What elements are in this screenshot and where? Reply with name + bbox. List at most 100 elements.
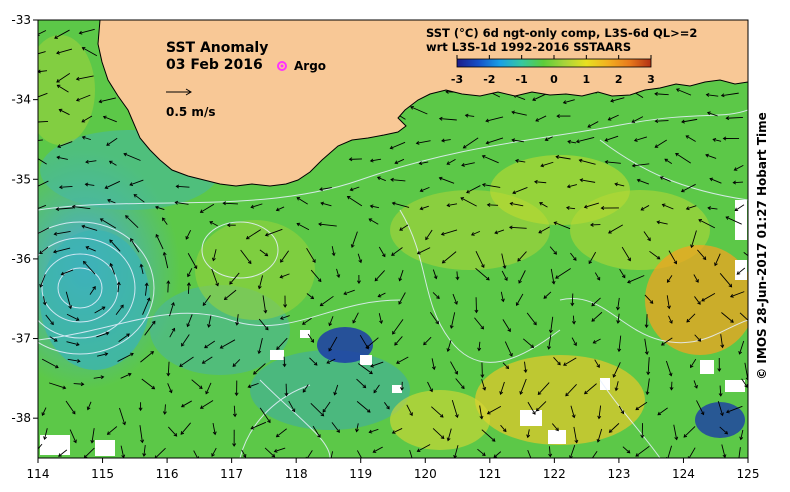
current-arrow [486, 202, 499, 207]
current-arrow [373, 384, 380, 394]
current-arrow [368, 428, 379, 434]
current-arrow [245, 229, 261, 240]
current-arrow [211, 249, 217, 262]
current-arrow [636, 178, 650, 185]
current-arrow [162, 251, 169, 269]
current-arrow [429, 311, 439, 325]
lon-tick-label: 121 [478, 467, 501, 481]
current-arrow [709, 177, 722, 184]
colorbar-ticks: -3 -2 -1 0 1 2 3 [451, 55, 655, 86]
current-arrow [310, 402, 325, 417]
current-arrow [98, 97, 116, 104]
current-arrow [481, 154, 499, 164]
current-arrow [461, 162, 475, 167]
current-arrow [306, 293, 315, 300]
current-arrow [357, 363, 373, 375]
current-arrow [477, 448, 486, 456]
current-arrow [500, 291, 505, 303]
colorbar-tick-label: 2 [615, 73, 623, 86]
current-arrow [739, 429, 744, 441]
current-arrow [697, 249, 707, 261]
current-arrow [556, 114, 571, 119]
current-arrow [302, 317, 312, 325]
current-arrow [202, 295, 211, 307]
current-arrow [569, 444, 576, 458]
current-arrow [440, 229, 458, 236]
current-arrow [259, 249, 269, 257]
current-arrow [570, 252, 577, 261]
current-arrow [508, 225, 527, 230]
current-arrow [38, 227, 50, 234]
current-arrow [65, 400, 76, 415]
current-arrow [548, 446, 553, 458]
lat-tick-label: -36 [11, 252, 31, 266]
current-arrow [509, 201, 524, 207]
current-arrow [616, 297, 620, 311]
current-arrow [550, 268, 556, 285]
current-arrow [390, 177, 406, 182]
current-arrow [485, 116, 504, 123]
current-arrow [318, 222, 337, 227]
current-arrow [118, 333, 130, 343]
current-arrow [600, 206, 619, 211]
current-arrow [608, 423, 620, 433]
current-arrow [175, 184, 190, 189]
current-arrow [654, 91, 669, 96]
lon-tick-label: 125 [737, 467, 760, 481]
current-arrow [106, 137, 118, 146]
current-arrow [333, 384, 339, 396]
current-arrow [539, 202, 548, 208]
current-arrow [635, 445, 650, 457]
current-arrow [719, 426, 729, 435]
current-arrow [250, 203, 263, 209]
current-arrow [38, 204, 47, 210]
current-arrow [527, 401, 536, 415]
current-arrow [52, 247, 71, 254]
current-arrow [116, 281, 121, 293]
current-arrow [209, 221, 218, 227]
current-arrow [349, 186, 360, 192]
current-arrow [543, 291, 552, 299]
current-arrow [65, 291, 73, 310]
current-arrow [579, 178, 596, 183]
lon-tick-label: 116 [156, 467, 179, 481]
argo-float-marker[interactable] [277, 61, 287, 71]
current-arrow [616, 313, 621, 324]
current-arrow [501, 270, 508, 281]
current-arrow [551, 423, 559, 432]
current-arrow [455, 378, 465, 390]
current-arrow [89, 286, 96, 295]
current-arrow [66, 313, 80, 321]
current-arrow [614, 182, 625, 187]
current-arrow [232, 405, 237, 418]
current-arrow [275, 206, 285, 212]
colorbar-bar [456, 58, 652, 68]
current-arrow [714, 253, 721, 267]
current-arrow [722, 136, 740, 141]
current-arrow [441, 251, 457, 264]
current-arrow [201, 356, 213, 364]
current-arrow [610, 97, 625, 103]
current-arrow [56, 72, 71, 83]
current-arrow [553, 221, 571, 230]
current-arrow [502, 319, 511, 333]
current-arrow [526, 312, 537, 326]
current-arrow [39, 274, 46, 288]
current-arrow [621, 246, 631, 262]
current-arrow [656, 220, 668, 225]
current-arrow [693, 380, 698, 389]
current-arrow [515, 158, 526, 163]
current-arrow [280, 250, 289, 263]
current-arrow [307, 333, 315, 343]
current-arrow [180, 422, 191, 435]
current-arrow [331, 422, 340, 433]
current-arrow [58, 108, 70, 116]
current-arrow [288, 400, 296, 413]
current-arrow [320, 201, 332, 207]
lon-tick-label: 120 [414, 467, 437, 481]
current-arrow [481, 182, 501, 188]
current-arrow [612, 362, 621, 378]
lon-tick-label: 123 [607, 467, 630, 481]
current-arrow [109, 262, 116, 275]
current-arrow [657, 407, 668, 416]
